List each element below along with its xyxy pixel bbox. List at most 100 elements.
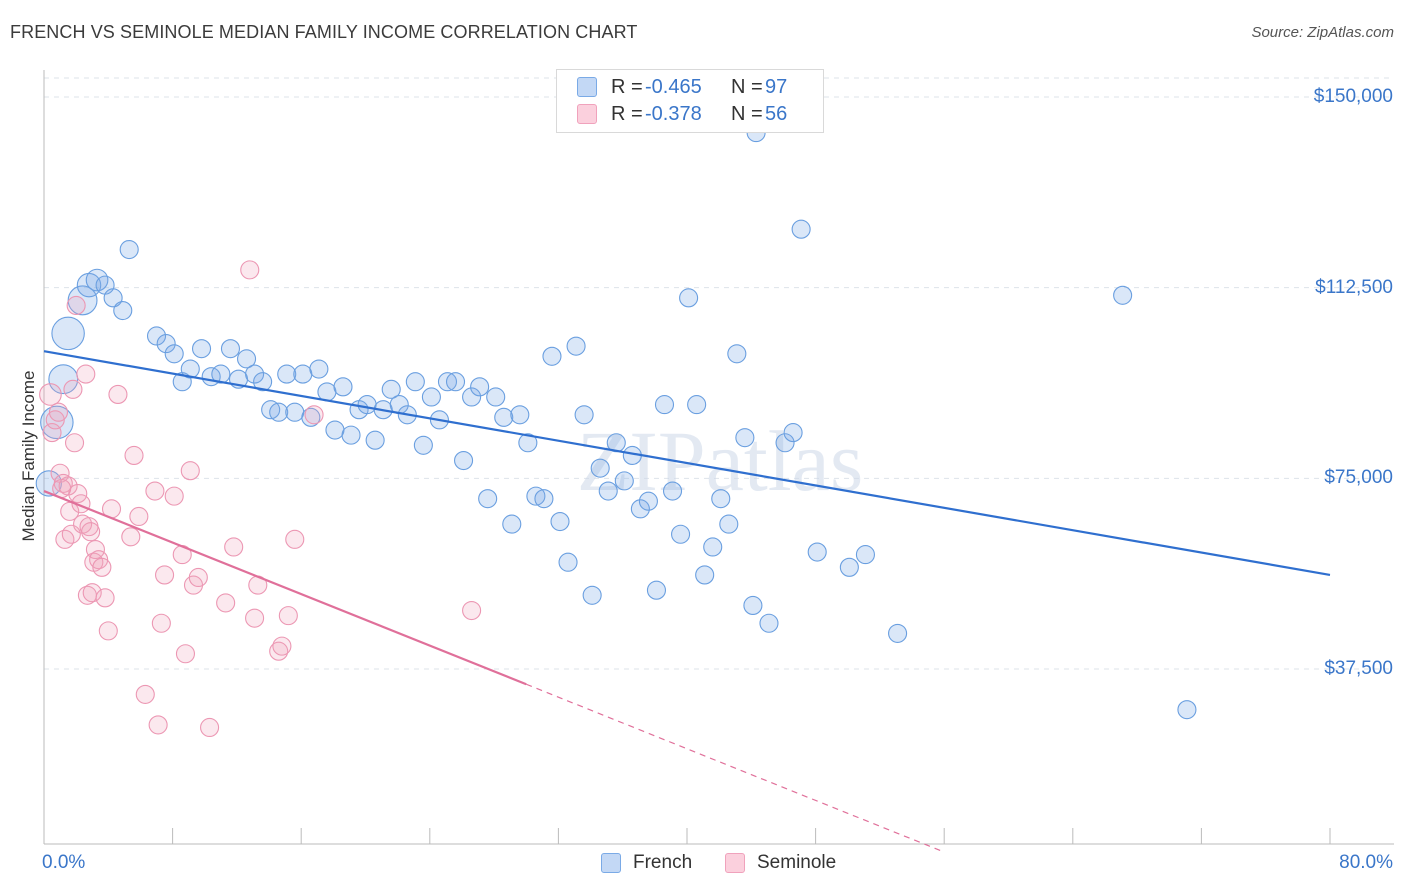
french-point bbox=[574, 405, 594, 425]
seminole-point bbox=[269, 641, 289, 661]
french-point bbox=[775, 433, 795, 453]
legend-row-french: R = -0.465 N = 97 bbox=[577, 75, 787, 99]
french-point bbox=[261, 400, 281, 420]
seminole-point bbox=[81, 522, 101, 542]
french-point bbox=[558, 552, 578, 572]
french-point bbox=[671, 524, 691, 544]
french-point bbox=[365, 430, 385, 450]
french-point bbox=[405, 372, 425, 392]
seminole-trend-line bbox=[43, 490, 527, 686]
seminole-point bbox=[224, 537, 244, 557]
french-points bbox=[35, 123, 1197, 720]
french-point bbox=[48, 364, 79, 395]
chart-title: FRENCH VS SEMINOLE MEDIAN FAMILY INCOME … bbox=[10, 22, 638, 42]
french-point bbox=[687, 395, 707, 415]
french-point bbox=[638, 491, 658, 511]
french-point bbox=[630, 499, 650, 519]
seminole-point bbox=[285, 529, 305, 549]
french-point bbox=[119, 239, 139, 260]
french-point bbox=[679, 288, 699, 308]
legend-item-french[interactable]: French bbox=[601, 852, 692, 874]
r-value: -0.465 bbox=[645, 75, 702, 98]
seminole-point bbox=[175, 644, 196, 664]
seminole-point bbox=[304, 405, 324, 425]
seminole-point bbox=[245, 608, 265, 628]
french-point bbox=[510, 405, 530, 425]
seminole-point bbox=[188, 567, 208, 588]
y-axis-title: Median Family Income bbox=[19, 370, 38, 542]
seminole-point bbox=[63, 379, 83, 399]
seminole-point bbox=[39, 383, 62, 406]
seminole-point bbox=[148, 715, 168, 735]
seminole-point bbox=[89, 550, 109, 570]
french-point bbox=[146, 326, 167, 346]
french-point bbox=[245, 364, 265, 384]
french-point bbox=[309, 359, 329, 379]
french-point bbox=[357, 395, 377, 415]
correlation-legend: R = -0.465 N = 97 R = -0.378 N = 56 bbox=[556, 69, 824, 133]
french-point bbox=[526, 486, 546, 506]
french-point bbox=[695, 565, 715, 585]
french-point bbox=[437, 372, 458, 392]
french-point bbox=[333, 377, 353, 397]
french-point bbox=[454, 450, 474, 471]
french-point bbox=[518, 433, 538, 453]
french-trend-line bbox=[43, 350, 1331, 577]
french-point bbox=[35, 470, 62, 497]
seminole-point bbox=[98, 621, 118, 641]
seminole-point bbox=[92, 557, 112, 577]
seminole-point bbox=[45, 410, 65, 430]
seminole-point bbox=[145, 481, 165, 501]
french-point bbox=[888, 623, 908, 643]
french-point bbox=[293, 364, 313, 384]
legend-item-seminole[interactable]: Seminole bbox=[725, 852, 836, 874]
french-point bbox=[413, 435, 433, 455]
y-tick-label: $37,500 bbox=[1324, 658, 1393, 679]
french-point bbox=[236, 349, 257, 369]
french-point bbox=[654, 395, 675, 415]
french-point bbox=[211, 364, 231, 384]
seminole-trend-extension bbox=[526, 683, 945, 853]
french-point bbox=[381, 379, 401, 399]
french-point bbox=[735, 428, 755, 448]
french-swatch bbox=[577, 77, 597, 97]
y-tick-label: $150,000 bbox=[1313, 86, 1393, 107]
french-point bbox=[759, 613, 779, 633]
y-tick-label: $112,500 bbox=[1315, 276, 1393, 298]
seminole-point bbox=[48, 402, 69, 422]
r-value: -0.378 bbox=[645, 102, 702, 125]
french-point bbox=[494, 407, 514, 427]
french-point bbox=[180, 359, 200, 379]
french-point bbox=[113, 300, 133, 321]
french-point bbox=[285, 402, 305, 422]
french-point bbox=[502, 514, 522, 534]
french-point bbox=[191, 339, 212, 359]
seminole-point bbox=[121, 527, 141, 547]
french-point bbox=[839, 557, 859, 577]
french-point bbox=[582, 585, 602, 605]
seminole-point bbox=[278, 606, 298, 626]
seminole-point bbox=[82, 583, 102, 603]
french-point bbox=[703, 537, 723, 557]
seminole-point bbox=[42, 423, 62, 443]
french-point bbox=[614, 471, 634, 491]
french-point bbox=[220, 339, 241, 359]
seminole-point bbox=[124, 445, 144, 466]
seminole-point bbox=[66, 295, 86, 316]
r-label: R = bbox=[611, 75, 643, 98]
legend-label-seminole: Seminole bbox=[757, 852, 837, 873]
french-point bbox=[1113, 285, 1133, 305]
seminole-point bbox=[151, 613, 171, 633]
n-label: N = bbox=[731, 102, 763, 125]
n-label: N = bbox=[731, 75, 763, 98]
french-point bbox=[445, 372, 466, 392]
seminole-points bbox=[39, 260, 482, 738]
seminole-legend-swatch bbox=[725, 853, 745, 873]
french-point bbox=[662, 481, 683, 501]
source-label: Source: ZipAtlas.com bbox=[1251, 24, 1394, 41]
french-point bbox=[542, 346, 562, 366]
seminole-point bbox=[180, 461, 200, 481]
french-point bbox=[341, 425, 361, 445]
french-point bbox=[711, 489, 731, 509]
